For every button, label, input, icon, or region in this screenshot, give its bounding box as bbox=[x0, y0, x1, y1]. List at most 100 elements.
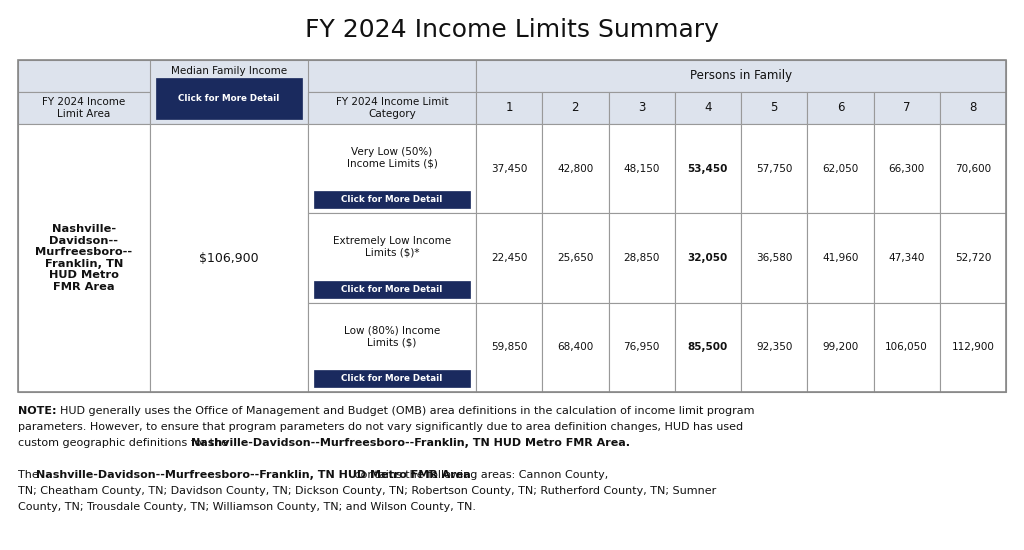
Text: 25,650: 25,650 bbox=[557, 253, 594, 263]
Text: contains the following areas: Cannon County,: contains the following areas: Cannon Cou… bbox=[351, 470, 608, 480]
Text: 8: 8 bbox=[969, 102, 977, 114]
Text: The: The bbox=[18, 470, 42, 480]
Bar bbox=[807, 302, 873, 392]
Bar bbox=[308, 124, 476, 213]
Text: 7: 7 bbox=[903, 102, 910, 114]
Text: TN; Cheatham County, TN; Davidson County, TN; Dickson County, TN; Robertson Coun: TN; Cheatham County, TN; Davidson County… bbox=[18, 486, 716, 496]
Text: Click for More Detail: Click for More Detail bbox=[341, 195, 442, 205]
Text: 68,400: 68,400 bbox=[557, 342, 594, 353]
Bar bbox=[543, 302, 608, 392]
Text: Nashville-
Davidson--
Murfreesboro--
Franklin, TN
HUD Metro
FMR Area: Nashville- Davidson-- Murfreesboro-- Fra… bbox=[36, 224, 132, 292]
Bar bbox=[543, 124, 608, 213]
Text: 76,950: 76,950 bbox=[624, 342, 659, 353]
Bar bbox=[18, 124, 150, 392]
Text: parameters. However, to ensure that program parameters do not vary significantly: parameters. However, to ensure that prog… bbox=[18, 422, 743, 432]
Text: 37,450: 37,450 bbox=[490, 164, 527, 174]
Text: 6: 6 bbox=[837, 102, 844, 114]
Text: 70,600: 70,600 bbox=[954, 164, 991, 174]
Bar bbox=[741, 302, 807, 392]
Text: 2: 2 bbox=[571, 102, 580, 114]
Bar bbox=[543, 213, 608, 302]
Text: Persons in Family: Persons in Family bbox=[690, 69, 792, 82]
Bar bbox=[476, 124, 543, 213]
Bar bbox=[608, 213, 675, 302]
Bar bbox=[308, 302, 476, 392]
Bar bbox=[807, 213, 873, 302]
Text: $106,900: $106,900 bbox=[200, 251, 259, 265]
Bar bbox=[543, 92, 608, 124]
Bar bbox=[308, 213, 476, 302]
Bar bbox=[873, 302, 940, 392]
Text: 1: 1 bbox=[506, 102, 513, 114]
Bar bbox=[873, 124, 940, 213]
Bar bbox=[18, 92, 150, 124]
Bar bbox=[476, 92, 543, 124]
Text: 112,900: 112,900 bbox=[951, 342, 994, 353]
Text: 99,200: 99,200 bbox=[822, 342, 858, 353]
Text: FY 2024 Income Limit
Category: FY 2024 Income Limit Category bbox=[336, 97, 449, 119]
Text: 92,350: 92,350 bbox=[756, 342, 793, 353]
Bar bbox=[940, 213, 1006, 302]
Bar bbox=[741, 213, 807, 302]
Text: FY 2024 Income Limits Summary: FY 2024 Income Limits Summary bbox=[305, 18, 719, 42]
Text: 48,150: 48,150 bbox=[624, 164, 659, 174]
Text: 57,750: 57,750 bbox=[756, 164, 793, 174]
Bar bbox=[940, 302, 1006, 392]
Bar bbox=[150, 60, 308, 124]
Bar bbox=[873, 92, 940, 124]
Bar bbox=[476, 302, 543, 392]
Bar bbox=[675, 213, 741, 302]
Text: Very Low (50%)
Income Limits ($): Very Low (50%) Income Limits ($) bbox=[346, 147, 437, 168]
Text: 59,850: 59,850 bbox=[490, 342, 527, 353]
Text: 85,500: 85,500 bbox=[688, 342, 728, 353]
Text: 106,050: 106,050 bbox=[886, 342, 928, 353]
Text: 52,720: 52,720 bbox=[954, 253, 991, 263]
Text: Click for More Detail: Click for More Detail bbox=[178, 94, 280, 103]
Text: Low (80%) Income
Limits ($): Low (80%) Income Limits ($) bbox=[344, 326, 440, 347]
Text: 32,050: 32,050 bbox=[688, 253, 728, 263]
Bar bbox=[608, 92, 675, 124]
Text: 5: 5 bbox=[770, 102, 778, 114]
Bar bbox=[807, 92, 873, 124]
Bar bbox=[675, 124, 741, 213]
Text: 47,340: 47,340 bbox=[889, 253, 925, 263]
Text: Click for More Detail: Click for More Detail bbox=[341, 374, 442, 383]
Text: NOTE:: NOTE: bbox=[18, 406, 56, 416]
Bar bbox=[308, 92, 476, 124]
Bar bbox=[150, 124, 308, 392]
Bar bbox=[741, 92, 807, 124]
Bar bbox=[940, 124, 1006, 213]
Bar bbox=[608, 124, 675, 213]
Text: 4: 4 bbox=[705, 102, 712, 114]
Bar bbox=[314, 191, 470, 208]
Bar bbox=[873, 213, 940, 302]
Text: 62,050: 62,050 bbox=[822, 164, 858, 174]
Bar bbox=[608, 302, 675, 392]
Text: 41,960: 41,960 bbox=[822, 253, 858, 263]
Text: 66,300: 66,300 bbox=[889, 164, 925, 174]
Text: Nashville-Davidson--Murfreesboro--Franklin, TN HUD Metro FMR Area.: Nashville-Davidson--Murfreesboro--Frankl… bbox=[190, 438, 630, 448]
Text: 42,800: 42,800 bbox=[557, 164, 594, 174]
Text: Extremely Low Income
Limits ($)*: Extremely Low Income Limits ($)* bbox=[333, 236, 451, 258]
Text: 3: 3 bbox=[638, 102, 645, 114]
Bar bbox=[675, 92, 741, 124]
Bar bbox=[476, 213, 543, 302]
Text: FY 2024 Income
Limit Area: FY 2024 Income Limit Area bbox=[42, 97, 126, 119]
Bar bbox=[807, 124, 873, 213]
Text: Click for More Detail: Click for More Detail bbox=[341, 285, 442, 294]
Bar bbox=[940, 92, 1006, 124]
Bar bbox=[18, 60, 476, 92]
Text: Median Family Income: Median Family Income bbox=[171, 66, 287, 76]
Bar bbox=[476, 60, 1006, 92]
Bar bbox=[18, 60, 1006, 392]
Text: 22,450: 22,450 bbox=[490, 253, 527, 263]
Bar bbox=[741, 124, 807, 213]
Bar bbox=[314, 370, 470, 387]
Text: custom geographic definitions for the: custom geographic definitions for the bbox=[18, 438, 231, 448]
Bar bbox=[314, 280, 470, 298]
Text: 28,850: 28,850 bbox=[624, 253, 659, 263]
Bar bbox=[156, 78, 302, 119]
Text: 36,580: 36,580 bbox=[756, 253, 793, 263]
Text: HUD generally uses the Office of Management and Budget (OMB) area definitions in: HUD generally uses the Office of Managem… bbox=[60, 406, 755, 416]
Text: 53,450: 53,450 bbox=[688, 164, 728, 174]
